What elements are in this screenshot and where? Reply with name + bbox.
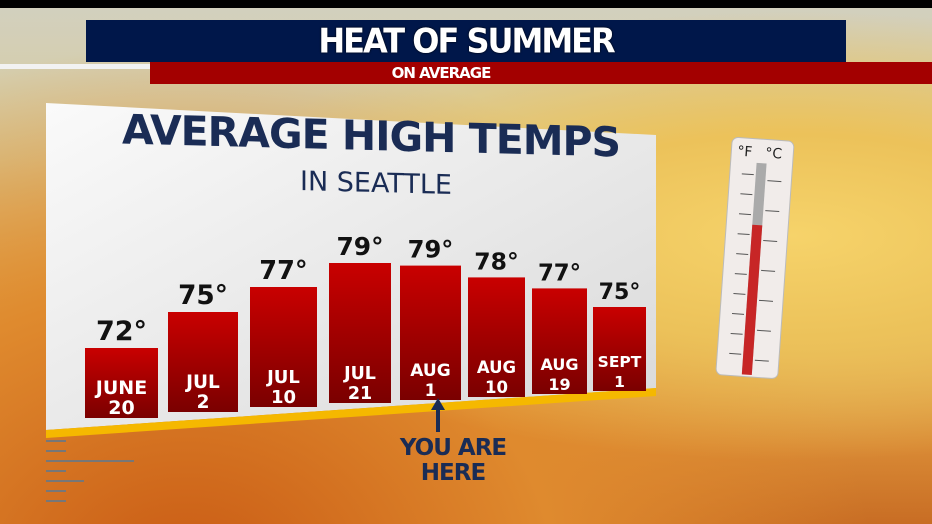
category-label: JUL bbox=[184, 372, 220, 393]
category-label: 1 bbox=[614, 373, 625, 391]
annotation-line: YOU ARE bbox=[399, 435, 507, 461]
category-label: 10 bbox=[271, 387, 296, 408]
bar bbox=[593, 307, 646, 391]
subtitle: ON AVERAGE bbox=[391, 64, 492, 82]
bar bbox=[168, 312, 238, 412]
category-label: AUG bbox=[410, 361, 450, 381]
category-label: 10 bbox=[485, 378, 508, 397]
bar bbox=[468, 277, 525, 397]
arrow-head-icon bbox=[431, 398, 445, 410]
category-label: 19 bbox=[548, 375, 570, 394]
chart-subtitle: IN SEATTLE bbox=[300, 166, 452, 201]
value-label: 75° bbox=[599, 279, 641, 305]
value-label: 79° bbox=[336, 232, 383, 261]
top-border bbox=[0, 0, 932, 8]
category-label: JUL bbox=[343, 364, 376, 384]
you-are-here-annotation: YOU ARE HERE bbox=[398, 436, 508, 486]
category-label: 1 bbox=[425, 381, 437, 401]
value-label: 75° bbox=[178, 281, 228, 311]
category-label: JUNE bbox=[94, 377, 147, 399]
category-label: 20 bbox=[108, 397, 134, 419]
thermometer-unit-f: °F bbox=[737, 143, 753, 160]
subtitle-banner: ON AVERAGE bbox=[150, 62, 932, 84]
bar bbox=[532, 288, 587, 394]
baseline bbox=[46, 388, 656, 438]
value-label: 77° bbox=[259, 256, 307, 286]
category-label: 2 bbox=[197, 392, 210, 413]
category-label: 21 bbox=[348, 384, 372, 404]
category-label: JUL bbox=[265, 367, 300, 388]
thermometer-icon: °F °C bbox=[715, 136, 795, 379]
bar bbox=[400, 265, 461, 400]
bar bbox=[329, 263, 391, 403]
category-label: AUG bbox=[540, 355, 578, 374]
title-banner: HEAT OF SUMMER bbox=[86, 20, 846, 62]
annotation-line: HERE bbox=[420, 460, 486, 486]
value-label: 77° bbox=[538, 260, 581, 286]
bar bbox=[250, 287, 317, 407]
category-label: SEPT bbox=[598, 353, 642, 371]
bar bbox=[85, 348, 158, 418]
divider bbox=[0, 64, 150, 69]
decorative-ticks bbox=[46, 440, 134, 510]
value-label: 79° bbox=[408, 236, 454, 264]
category-label: AUG bbox=[477, 358, 516, 377]
title: HEAT OF SUMMER bbox=[318, 21, 615, 61]
value-label: 78° bbox=[474, 247, 518, 275]
thermometer-unit-c: °C bbox=[765, 145, 783, 162]
value-label: 72° bbox=[96, 316, 147, 347]
